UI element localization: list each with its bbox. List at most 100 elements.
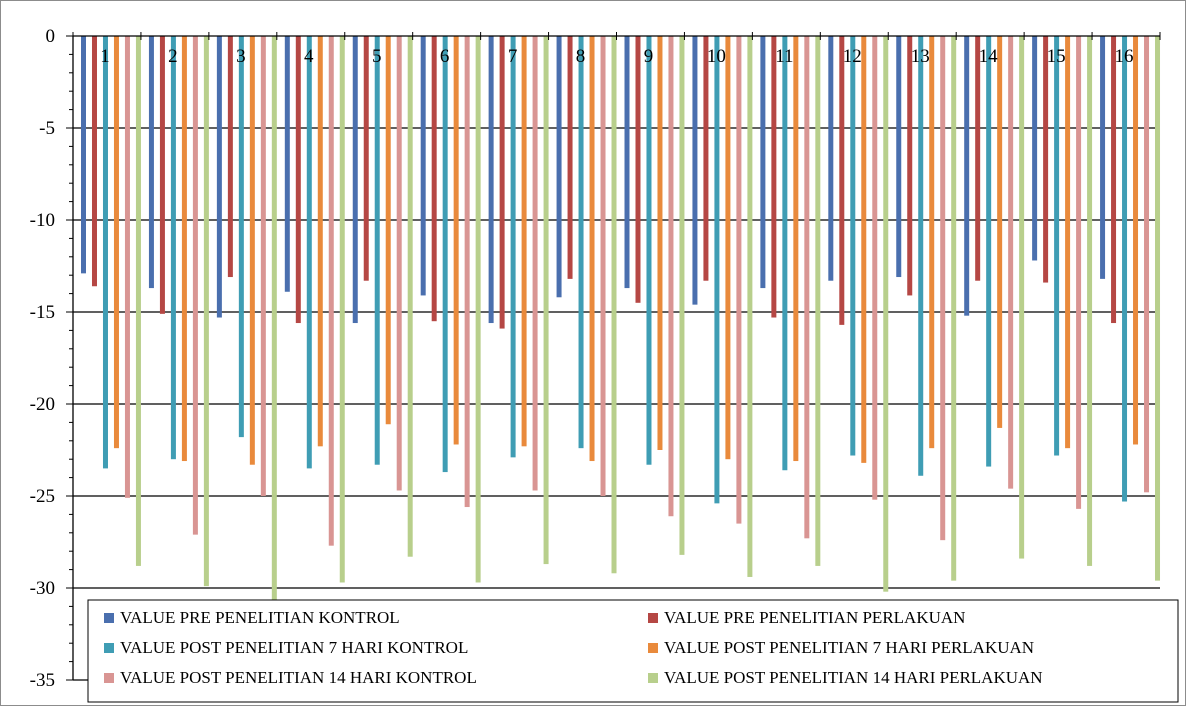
bar: [657, 36, 663, 450]
bar: [317, 36, 323, 447]
bar: [747, 36, 753, 577]
bar: [532, 36, 538, 491]
x-tick-label: 3: [236, 46, 246, 67]
legend-label: VALUE POST PENELITIAN 14 HARI KONTROL: [120, 668, 477, 687]
bar: [793, 36, 799, 462]
bar: [861, 36, 867, 463]
bar: [1032, 36, 1038, 261]
bar: [385, 36, 391, 425]
axes: 0-5-10-15-20-25-30-351 2 3 4 5 6 7 8 9 10 11 12 13 14…: [30, 26, 1161, 691]
bar: [1155, 36, 1161, 581]
x-tick-label: 9: [644, 46, 654, 67]
bar: [872, 36, 878, 500]
x-tick-label: 14: [979, 46, 999, 67]
legend-label: VALUE POST PENELITIAN 7 HARI KONTROL: [120, 638, 468, 657]
bar: [328, 36, 334, 546]
bar: [725, 36, 731, 460]
bar: [271, 36, 277, 603]
y-tick-label: 0: [46, 26, 56, 47]
y-tick-label: -35: [30, 670, 55, 691]
bar: [159, 36, 165, 314]
bar: [611, 36, 617, 574]
bar: [1065, 36, 1071, 449]
x-tick-label: 15: [1047, 46, 1066, 67]
bar: [635, 36, 641, 303]
bar: [567, 36, 573, 279]
x-tick-label: 4: [304, 46, 314, 67]
bar: [964, 36, 970, 316]
bar: [578, 36, 584, 449]
bar: [306, 36, 312, 469]
bar: [940, 36, 946, 541]
legend-swatch: [648, 673, 658, 683]
bar: [295, 36, 301, 324]
bar: [1122, 36, 1128, 502]
bar: [203, 36, 209, 587]
bar: [997, 36, 1003, 428]
legend-label: VALUE PRE PENELITIAN KONTROL: [120, 608, 400, 627]
bar: [249, 36, 255, 465]
bar: [896, 36, 902, 278]
x-tick-label: 2: [168, 46, 178, 67]
x-tick-label: 6: [440, 46, 450, 67]
bar: [804, 36, 810, 539]
legend-label: VALUE POST PENELITIAN 14 HARI PERLAKUAN: [664, 668, 1043, 687]
bar: [216, 36, 222, 318]
bars: [81, 36, 1161, 603]
bar: [782, 36, 788, 471]
x-tick-label: 7: [508, 46, 518, 67]
bar: [600, 36, 606, 496]
bar: [624, 36, 630, 289]
bar: [464, 36, 470, 508]
legend-swatch: [104, 613, 114, 623]
y-tick-label: -25: [30, 486, 55, 507]
bar: [771, 36, 777, 318]
bar: [91, 36, 97, 287]
bar: [135, 36, 141, 566]
legend-swatch: [648, 613, 658, 623]
x-tick-label: 12: [843, 46, 862, 67]
legend: VALUE PRE PENELITIAN KONTROL VALUE PRE PE…: [87, 599, 1179, 703]
bar: [374, 36, 380, 465]
bar: [760, 36, 766, 289]
bar: [81, 36, 86, 274]
bar: [1008, 36, 1014, 489]
bar: [543, 36, 549, 565]
legend-label: VALUE PRE PENELITIAN PERLAKUAN: [664, 608, 965, 627]
bar: [679, 36, 685, 555]
bar: [227, 36, 233, 278]
bar: [1087, 36, 1093, 566]
y-tick-label: -10: [30, 210, 55, 231]
bar: [1054, 36, 1060, 456]
bar: [521, 36, 527, 447]
bar: [736, 36, 742, 524]
bar: [510, 36, 516, 458]
bar: [407, 36, 413, 557]
bar: [929, 36, 935, 449]
legend-label: VALUE POST PENELITIAN 7 HARI PERLAKUAN: [664, 638, 1034, 657]
bar: [714, 36, 720, 504]
bar: [339, 36, 345, 583]
legend-swatch: [104, 643, 114, 653]
bar: [284, 36, 290, 292]
bar: [170, 36, 176, 460]
bar: [453, 36, 459, 445]
bar: [352, 36, 358, 324]
bar: [1111, 36, 1117, 324]
bar: [475, 36, 481, 583]
bar: [589, 36, 595, 462]
bar: [828, 36, 834, 281]
bar: [124, 36, 130, 498]
bar: [488, 36, 494, 324]
x-tick-label: 5: [372, 46, 382, 67]
bar: [1019, 36, 1025, 559]
y-tick-label: -15: [30, 302, 55, 323]
bar: [1076, 36, 1082, 509]
x-tick-label: 16: [1115, 46, 1134, 67]
bar: [442, 36, 448, 473]
legend-swatch: [104, 673, 114, 683]
bar: [839, 36, 845, 325]
x-tick-label: 10: [707, 46, 726, 67]
